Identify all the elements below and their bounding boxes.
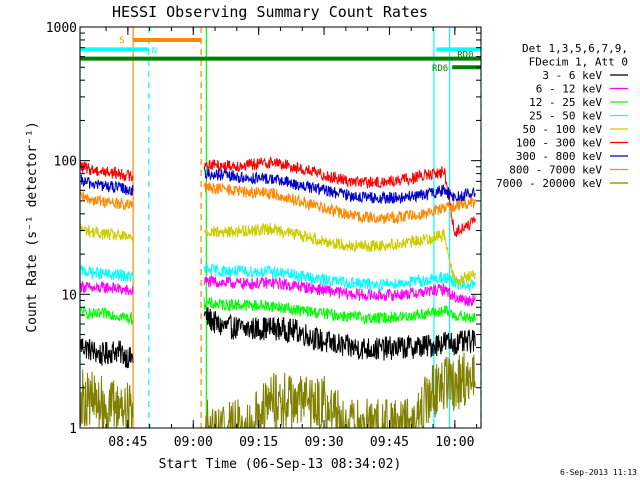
y-tick-label-3: 100 xyxy=(54,155,77,170)
axes-layer: 08:45 09:00 09:15 09:30 09:45 10:00 1 10 100 1000 xyxy=(46,21,481,450)
legend-label-7: 300 - 800 keV xyxy=(516,150,602,163)
legend-label-9: 7000 - 20000 keV xyxy=(496,177,602,190)
y-tick-label-2: 10 xyxy=(61,288,77,303)
legend-header-1: Det 1,3,5,6,7,9, xyxy=(522,42,628,55)
x-tick-label-5: 09:45 xyxy=(370,435,409,450)
legend-label-3: 12 - 25 keV xyxy=(529,96,602,109)
flag-label-4: RD0 xyxy=(457,51,473,61)
data-layer: S N RD0 RD6 xyxy=(79,27,482,430)
x-tick-label-3: 09:15 xyxy=(239,435,278,450)
chart-title: HESSI Observing Summary Count Rates xyxy=(112,3,428,21)
y-tick-label-1: 1 xyxy=(69,422,77,437)
timestamp: 6-Sep-2013 11:13 xyxy=(560,468,637,477)
y-tick-label-4: 1000 xyxy=(46,21,77,36)
legend-label-1: 3 - 6 keV xyxy=(542,69,602,82)
series-line-1 xyxy=(80,307,476,369)
x-tick-label-4: 09:30 xyxy=(304,435,343,450)
legend-label-8: 800 - 7000 keV xyxy=(509,164,602,177)
x-axis-label: Start Time (06-Sep-13 08:34:02) xyxy=(159,457,402,472)
legend-label-6: 100 - 300 keV xyxy=(516,137,602,150)
flag-label-5: RD6 xyxy=(432,64,448,74)
flag-label-1: S xyxy=(119,36,124,46)
series-line-4 xyxy=(80,263,476,292)
x-tick-label-2: 09:00 xyxy=(174,435,213,450)
legend-label-2: 6 - 12 keV xyxy=(536,83,603,96)
y-axis-label: Count Rate (s⁻¹ detector⁻¹) xyxy=(25,121,40,332)
series-line-6 xyxy=(80,156,476,238)
series-line-9 xyxy=(80,352,476,430)
legend-label-5: 50 - 100 keV xyxy=(523,123,603,136)
legend-header-2: FDecim 1, Att 0 xyxy=(529,56,628,69)
x-tick-label-6: 10:00 xyxy=(435,435,474,450)
series-line-5 xyxy=(80,222,476,286)
legend-label-4: 25 - 50 keV xyxy=(529,110,602,123)
x-tick-label-1: 08:45 xyxy=(108,435,147,450)
series-line-8 xyxy=(80,182,476,225)
flag-label-2: N xyxy=(152,46,157,56)
legend: Det 1,3,5,6,7,9,FDecim 1, Att 03 - 6 keV… xyxy=(496,42,628,190)
series-line-7 xyxy=(80,167,476,205)
series-line-3 xyxy=(80,296,476,326)
series-line-2 xyxy=(80,274,476,307)
